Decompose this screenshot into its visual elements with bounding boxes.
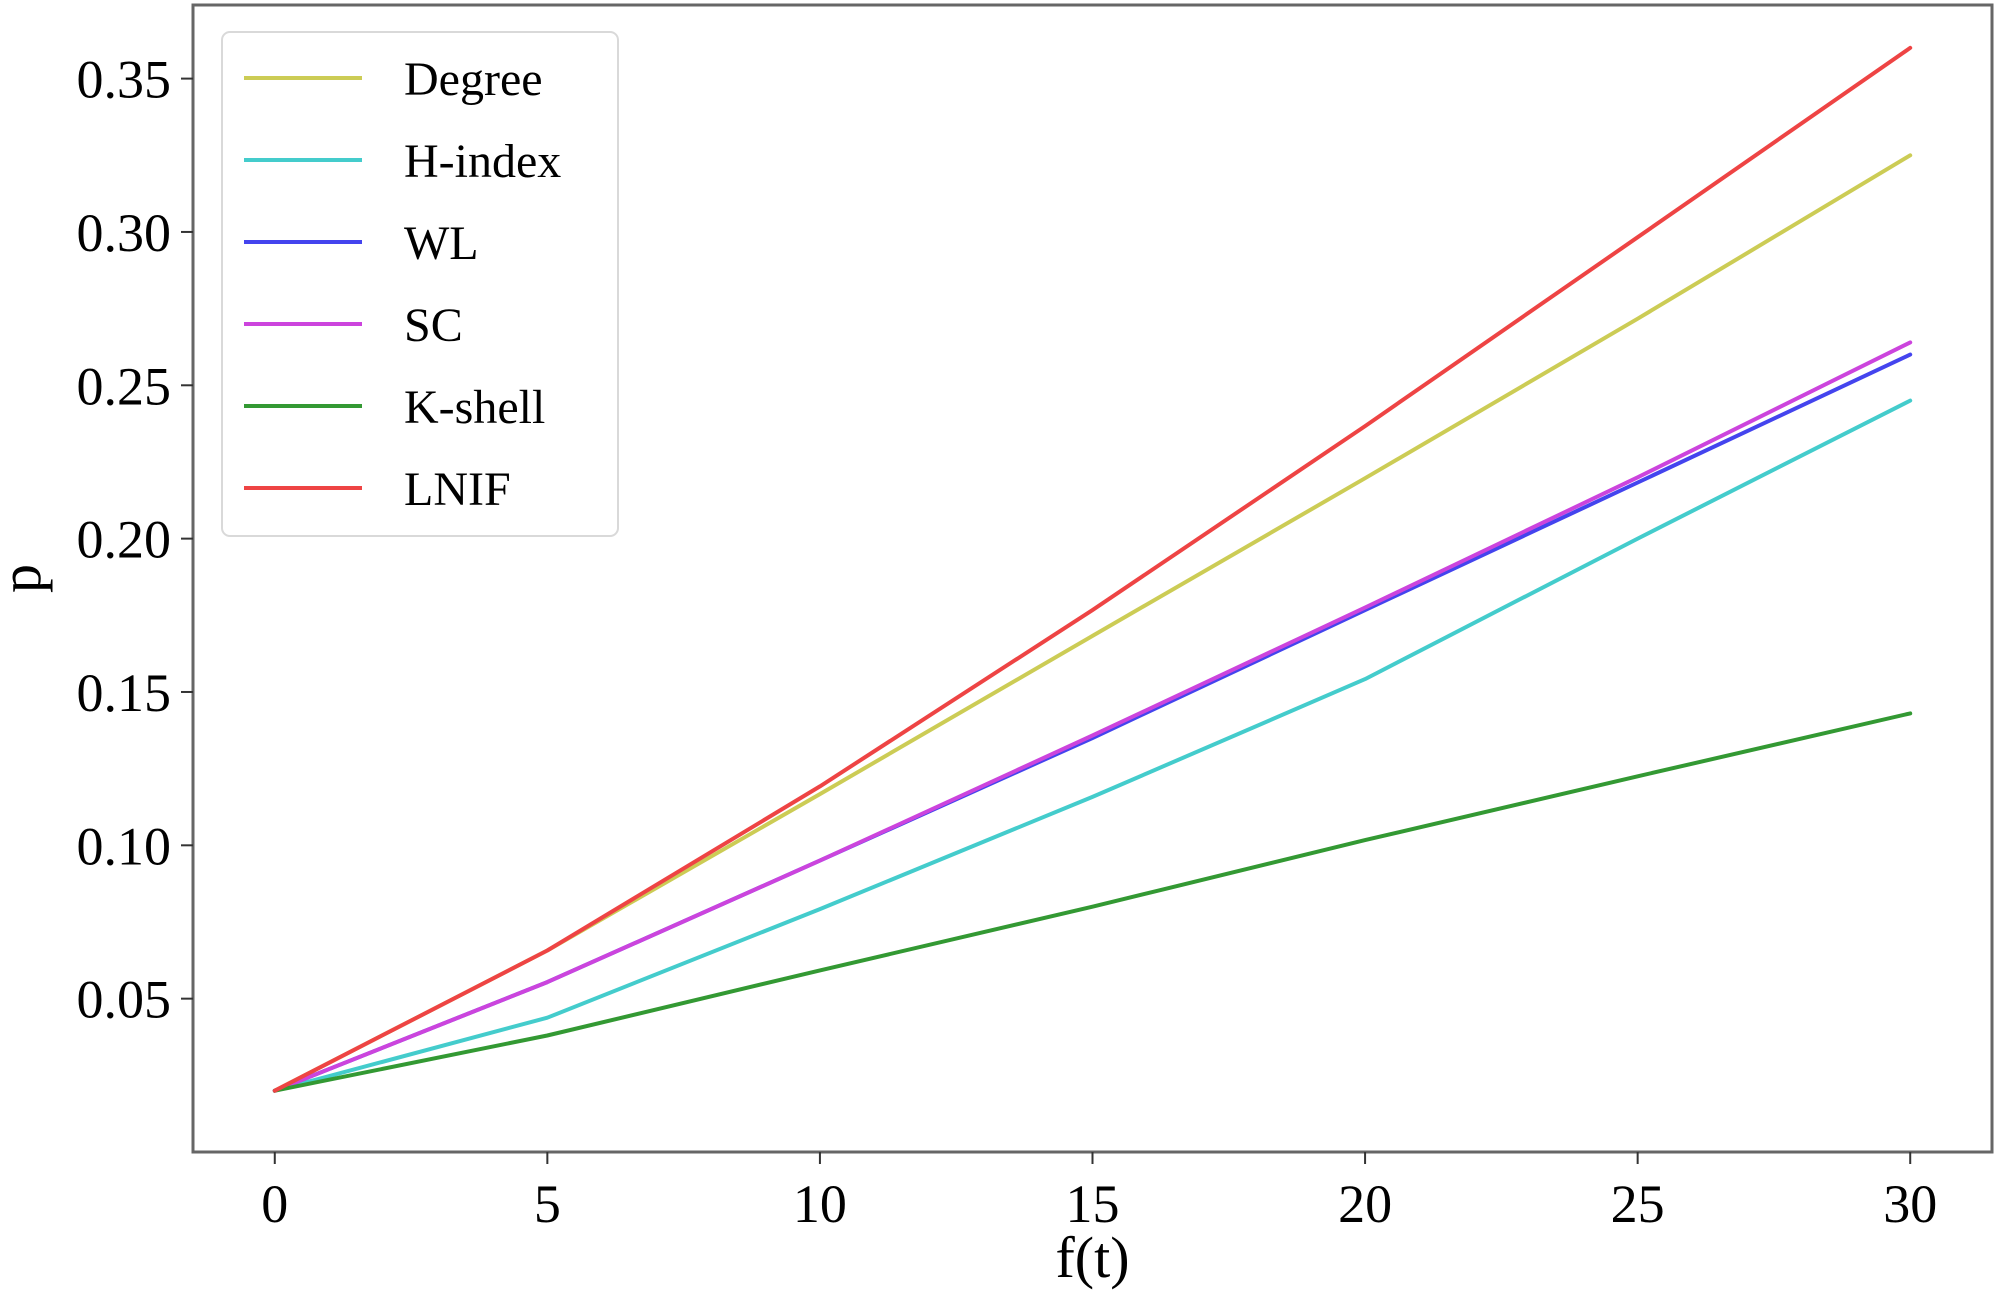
- legend-label: H-index: [404, 135, 561, 188]
- series-layer: [272, 45, 1913, 1093]
- x-tick-label: 5: [534, 1174, 561, 1234]
- x-tick-label: 20: [1338, 1174, 1392, 1234]
- y-tick-label: 0.05: [77, 970, 172, 1030]
- x-tick-label: 0: [261, 1174, 288, 1234]
- series-line-sc: [272, 340, 1913, 1093]
- series-line-h-index: [272, 398, 1913, 1093]
- legend-label: SC: [404, 299, 463, 352]
- y-axis-title: p: [0, 564, 53, 593]
- y-tick-label: 0.25: [77, 356, 172, 416]
- legend: Degree H-index WL SC K-shell LNIF: [221, 31, 619, 537]
- x-tick-label: 15: [1066, 1174, 1120, 1234]
- y-tick-label: 0.15: [77, 663, 172, 723]
- x-tick-label: 25: [1611, 1174, 1665, 1234]
- y-tick-label: 0.35: [77, 50, 172, 110]
- y-tick-label: 0.30: [77, 203, 172, 263]
- legend-label: Degree: [404, 53, 543, 106]
- series-line-k-shell: [272, 711, 1913, 1093]
- x-axis-title: f(t): [1055, 1225, 1129, 1290]
- x-tick-label: 30: [1883, 1174, 1937, 1234]
- legend-label: K-shell: [404, 381, 545, 434]
- y-tick-label: 0.20: [77, 510, 172, 570]
- y-tick-label: 0.10: [77, 816, 172, 876]
- legend-label: LNIF: [404, 463, 511, 516]
- x-tick-label: 10: [793, 1174, 847, 1234]
- series-line-lnif: [272, 45, 1913, 1093]
- ticks-layer: 0 5 10 15 20 25 30 0.05 0.10 0.15 0.20 0.25 0.30 0.35: [77, 50, 1938, 1234]
- legend-label: WL: [404, 217, 479, 270]
- legend-box: [221, 31, 619, 537]
